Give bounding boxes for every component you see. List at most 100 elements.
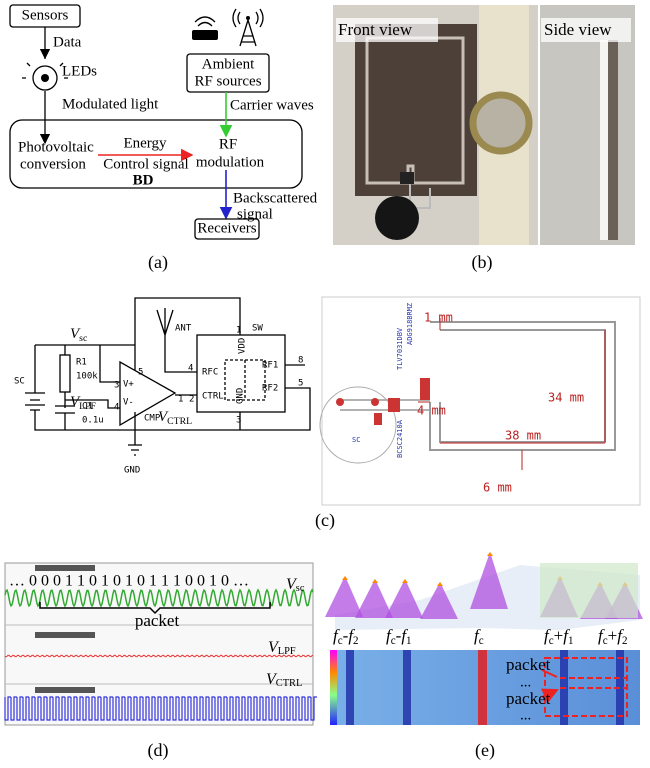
label: conversion — [20, 156, 86, 172]
v-ctrl-label: VCTRL — [158, 409, 192, 427]
ground — [128, 445, 142, 455]
pin: 1 — [178, 395, 183, 405]
panel-b: Front view Side view (b) — [333, 5, 635, 273]
caption: (a) — [148, 252, 168, 273]
part-label: TLV7031DBV — [396, 327, 404, 370]
pin: 3 — [114, 381, 119, 391]
packet-label: packet — [506, 689, 551, 708]
label: Front view — [338, 20, 413, 39]
panel-c-schematic: SC R1 100k C1 0.1u CMP V+ V- ANT SW RFC … — [14, 298, 310, 476]
label: ANT — [175, 324, 192, 334]
pin: 2 — [189, 395, 194, 405]
caption: (e) — [475, 740, 495, 761]
label: 0.1u — [82, 416, 104, 426]
part-label: SC — [352, 436, 360, 444]
pin: 4 — [188, 364, 193, 374]
supercap-outline — [320, 387, 396, 463]
part-label: BCSC2410A — [396, 419, 404, 458]
v-sc-label: Vsc — [70, 326, 88, 344]
board — [322, 297, 640, 505]
figure: Sensors Data LEDs Modulated light Photov… — [0, 0, 650, 768]
part-label: ADG918BRMZ — [406, 303, 414, 345]
label: Energy — [123, 135, 167, 151]
panel-a: Sensors Data LEDs Modulated light Photov… — [10, 5, 318, 273]
coin — [473, 95, 529, 151]
label: Receivers — [197, 220, 256, 236]
label: BD — [133, 172, 154, 188]
router-icon — [192, 17, 218, 40]
subscript: 1 — [568, 635, 574, 647]
bits: … 0 0 0 1 1 0 1 0 1 0 1 1 1 0 0 1 0 … — [9, 573, 249, 590]
label: GND — [236, 388, 246, 404]
subscript: c — [479, 635, 484, 647]
subscript: sc — [79, 333, 88, 344]
panel-e: fc-f2 fc-f1 fc fc+f1 fc+f2 packet ... pa… — [325, 552, 643, 761]
dimension: 6 mm — [483, 481, 512, 495]
dimension: 34 mm — [548, 391, 584, 405]
label: RF sources — [194, 73, 261, 89]
subscript: 1 — [406, 635, 412, 647]
label: VDD — [238, 338, 248, 354]
pin: 1 — [236, 326, 241, 336]
label: packet — [135, 611, 180, 630]
antenna — [157, 308, 173, 335]
tower-icon — [233, 9, 263, 46]
text-part: + — [608, 626, 618, 645]
peak-top — [487, 552, 493, 556]
label: Ambient — [202, 56, 255, 72]
label: RF — [219, 136, 237, 152]
pin: 3 — [236, 416, 241, 426]
packet-label: packet — [506, 655, 551, 674]
resistor — [60, 355, 70, 392]
label: 100k — [76, 372, 98, 382]
dimension: 4 mm — [417, 404, 446, 418]
label: Sensors — [22, 7, 69, 23]
label: CTRL — [202, 392, 224, 402]
spectral-line — [346, 650, 354, 725]
label: RF1 — [262, 361, 278, 371]
label: Photovoltaic — [18, 139, 94, 155]
subscript: LPF — [278, 646, 296, 657]
caption: (c) — [315, 510, 335, 531]
subscript: CTRL — [276, 678, 303, 689]
label: V- — [123, 398, 134, 408]
panel-d: … 0 0 0 1 1 0 1 0 1 0 1 1 1 0 0 1 0 … pa… — [5, 563, 317, 761]
packet-label: ... — [520, 707, 531, 723]
label: RF2 — [262, 384, 278, 394]
label: LEDs — [62, 63, 97, 79]
label: GND — [124, 466, 140, 476]
label: Side view — [544, 20, 612, 39]
subscript: LPF — [79, 401, 96, 412]
dimension: 38 mm — [505, 429, 541, 443]
supercap — [375, 196, 419, 240]
label: SW — [252, 324, 263, 334]
label: Modulated light — [62, 96, 159, 112]
pin: 4 — [114, 403, 119, 413]
pin: 8 — [298, 356, 303, 366]
spectral-line — [478, 650, 487, 725]
solar-panel — [355, 24, 477, 196]
label: V+ — [123, 380, 134, 390]
caption: (d) — [148, 740, 169, 761]
label: SC — [14, 377, 25, 387]
dimension: 1 mm — [424, 311, 453, 325]
panel-c-layout: 1 mm 34 mm 38 mm 4 mm 6 mm TLV7031DBV AD… — [315, 297, 640, 531]
label: modulation — [196, 154, 265, 170]
label: Backscattered — [233, 190, 318, 206]
v-lpf-label: VLPF — [70, 394, 97, 412]
solar-cell — [25, 393, 45, 410]
subscript: 2 — [353, 635, 359, 647]
subscript: CTRL — [167, 416, 192, 427]
label: R1 — [76, 358, 87, 368]
text-part: + — [554, 626, 564, 645]
label: RFC — [202, 368, 218, 378]
label: Control signal — [103, 156, 188, 172]
label: Carrier waves — [230, 97, 314, 113]
subscript: sc — [296, 583, 305, 594]
pin: 5 — [298, 379, 303, 389]
spectral-line — [403, 650, 411, 725]
label: Data — [53, 34, 82, 50]
pin: 5 — [138, 368, 143, 378]
caption: (b) — [472, 252, 493, 273]
subscript: 2 — [622, 635, 628, 647]
